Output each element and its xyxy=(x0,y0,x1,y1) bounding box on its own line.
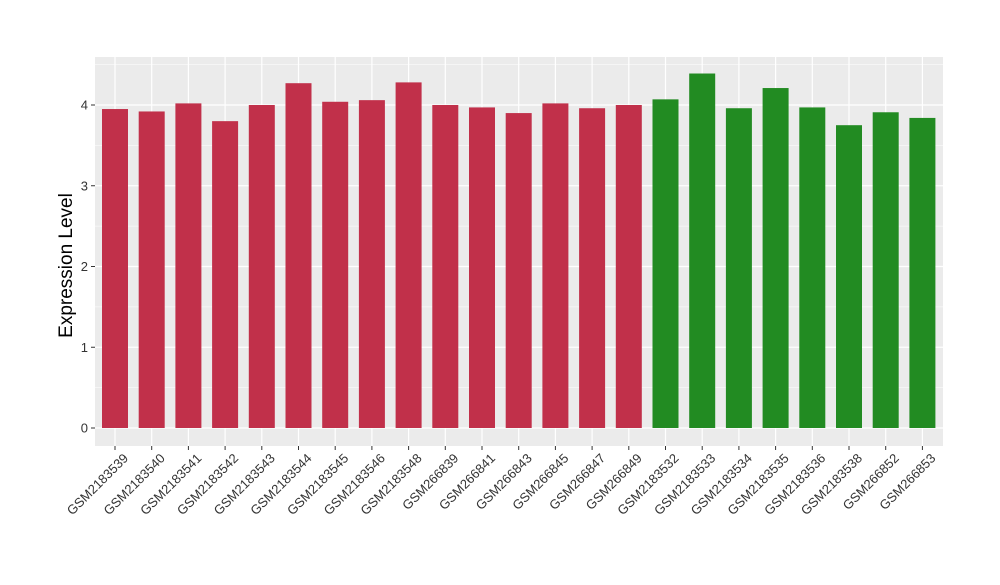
bar-GSM266847 xyxy=(579,108,606,428)
bar-GSM2183542 xyxy=(212,121,239,429)
bar-GSM2183545 xyxy=(322,101,349,429)
y-tick-label: 1 xyxy=(81,340,88,355)
bar-GSM2183535 xyxy=(762,88,789,428)
bar-GSM266849 xyxy=(615,105,642,428)
bar-GSM2183548 xyxy=(395,82,422,428)
y-tick-label: 2 xyxy=(81,259,88,274)
bar-GSM2183540 xyxy=(138,111,165,429)
bar-GSM2183541 xyxy=(175,103,202,428)
bar-GSM266852 xyxy=(872,112,899,428)
bar-GSM266853 xyxy=(909,117,936,429)
bar-GSM2183538 xyxy=(836,125,862,428)
y-axis-title: Expression Level xyxy=(56,193,77,338)
bar-GSM2183534 xyxy=(725,108,752,428)
bar-GSM2183543 xyxy=(248,105,275,428)
bar-GSM2183546 xyxy=(358,100,385,428)
bar-GSM2183533 xyxy=(689,73,716,428)
bar-GSM2183536 xyxy=(799,107,826,429)
y-tick-label: 3 xyxy=(81,178,88,193)
bar-GSM2183532 xyxy=(652,99,679,428)
bar-GSM2183539 xyxy=(102,109,128,428)
bar-GSM266839 xyxy=(432,105,459,428)
bar-GSM266845 xyxy=(542,103,569,428)
bar-GSM266841 xyxy=(469,107,495,429)
y-tick-label: 0 xyxy=(81,421,88,436)
bar-GSM266843 xyxy=(505,113,532,428)
bar-GSM2183544 xyxy=(285,83,312,428)
y-tick-label: 4 xyxy=(81,98,88,113)
